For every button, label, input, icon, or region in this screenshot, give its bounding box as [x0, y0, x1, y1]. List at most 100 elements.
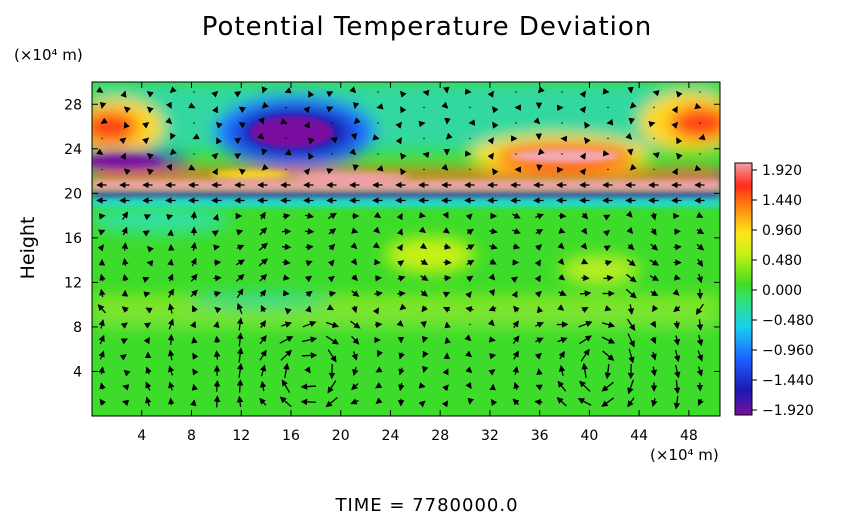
wind-vector: [557, 304, 565, 311]
wind-vector: [581, 362, 588, 379]
wind-vector: [261, 101, 269, 109]
wind-vector: [119, 354, 127, 361]
wind-vector: [651, 398, 658, 407]
wind-vector: [696, 243, 705, 251]
wind-vector: [304, 275, 313, 283]
wind-vector: [579, 290, 592, 297]
wind-vector: [326, 321, 340, 328]
x-tick-label: 24: [382, 428, 400, 444]
wind-vector: [304, 228, 315, 235]
wind-vector: [465, 366, 473, 374]
wind-vector: [349, 86, 357, 94]
wind-vector-field: [96, 86, 706, 410]
wind-vector: [143, 322, 152, 329]
wind-vector: [285, 137, 287, 140]
wind-vector: [261, 163, 269, 171]
wind-vector: [145, 381, 152, 391]
wind-vector: [558, 289, 567, 296]
colorbar-tick-label: 0.000: [762, 283, 802, 299]
wind-vector: [469, 106, 471, 109]
wind-vector: [190, 273, 198, 282]
wind-vector: [236, 229, 244, 236]
wind-vector: [166, 214, 174, 221]
wind-vector: [98, 334, 105, 345]
wind-vector: [696, 319, 704, 331]
wind-vector: [236, 395, 244, 408]
wind-vector: [396, 212, 403, 221]
x-tick-label: 48: [680, 428, 698, 444]
wind-vector: [193, 153, 195, 155]
wind-vector: [650, 243, 659, 251]
wind-vector: [236, 347, 244, 363]
wind-vector: [280, 349, 292, 361]
wind-vector: [373, 226, 381, 234]
wind-vector: [534, 259, 542, 267]
wind-vector: [331, 153, 333, 155]
wind-vector: [557, 380, 567, 392]
wind-vector: [191, 305, 198, 313]
wind-vector: [259, 227, 268, 236]
wind-vector: [488, 289, 495, 297]
wind-vector: [121, 226, 128, 236]
wind-vector: [533, 117, 541, 125]
wind-vector: [699, 122, 701, 124]
wind-vector: [259, 349, 267, 361]
wind-vector: [466, 275, 474, 283]
wind-vector: [397, 290, 406, 297]
wind-vector: [145, 396, 152, 407]
wind-vector: [396, 320, 404, 327]
wind-vector: [581, 306, 589, 313]
y-tick-label: 24: [64, 142, 82, 158]
wind-vector: [281, 321, 292, 328]
wind-vector: [121, 306, 129, 313]
wind-vector: [213, 290, 222, 298]
wind-vector: [649, 274, 660, 281]
wind-vector: [650, 228, 657, 236]
wind-vector: [350, 320, 361, 329]
wind-vector: [419, 242, 428, 250]
wind-vector: [625, 132, 633, 140]
wind-vector: [193, 91, 195, 93]
wind-vector: [101, 137, 103, 140]
wind-vector: [301, 352, 318, 359]
wind-vector: [328, 243, 336, 251]
wind-vector: [601, 381, 614, 392]
wind-vector: [300, 398, 317, 406]
x-tick-label: 40: [581, 428, 599, 444]
wind-vector: [627, 397, 635, 408]
wind-vector: [351, 290, 360, 297]
wind-vector: [649, 259, 660, 266]
wind-vector: [351, 305, 358, 314]
wind-vector: [512, 243, 521, 250]
wind-vector: [650, 336, 657, 345]
x-tick-label: 32: [481, 428, 499, 444]
wind-vector: [464, 334, 472, 342]
wind-vector: [672, 288, 680, 296]
wind-vector: [577, 398, 592, 406]
wind-vector: [558, 350, 565, 360]
colorbar-tick-label: 0.960: [762, 223, 802, 239]
wind-vector: [235, 259, 245, 266]
wind-vector: [168, 397, 175, 406]
wind-vector: [98, 350, 105, 360]
wind-vector: [653, 168, 655, 171]
colorbar-tick-label: 1.440: [762, 193, 802, 209]
wind-vector: [281, 379, 291, 393]
wind-vector: [327, 275, 335, 283]
wind-vector: [420, 320, 427, 328]
wind-vector: [604, 363, 612, 380]
wind-vector: [190, 241, 197, 251]
wind-vector: [167, 303, 175, 314]
wind-vector: [331, 122, 333, 124]
wind-vector: [537, 86, 545, 94]
wind-vector: [211, 90, 219, 98]
wind-vector: [143, 291, 151, 298]
wind-vector: [285, 106, 287, 109]
wind-vector: [442, 227, 450, 234]
wind-vector: [421, 305, 428, 313]
wind-vector: [397, 275, 406, 282]
wind-vector: [673, 335, 681, 346]
wind-vector: [377, 122, 379, 124]
wind-vector: [168, 365, 175, 376]
wind-vector: [512, 398, 520, 406]
